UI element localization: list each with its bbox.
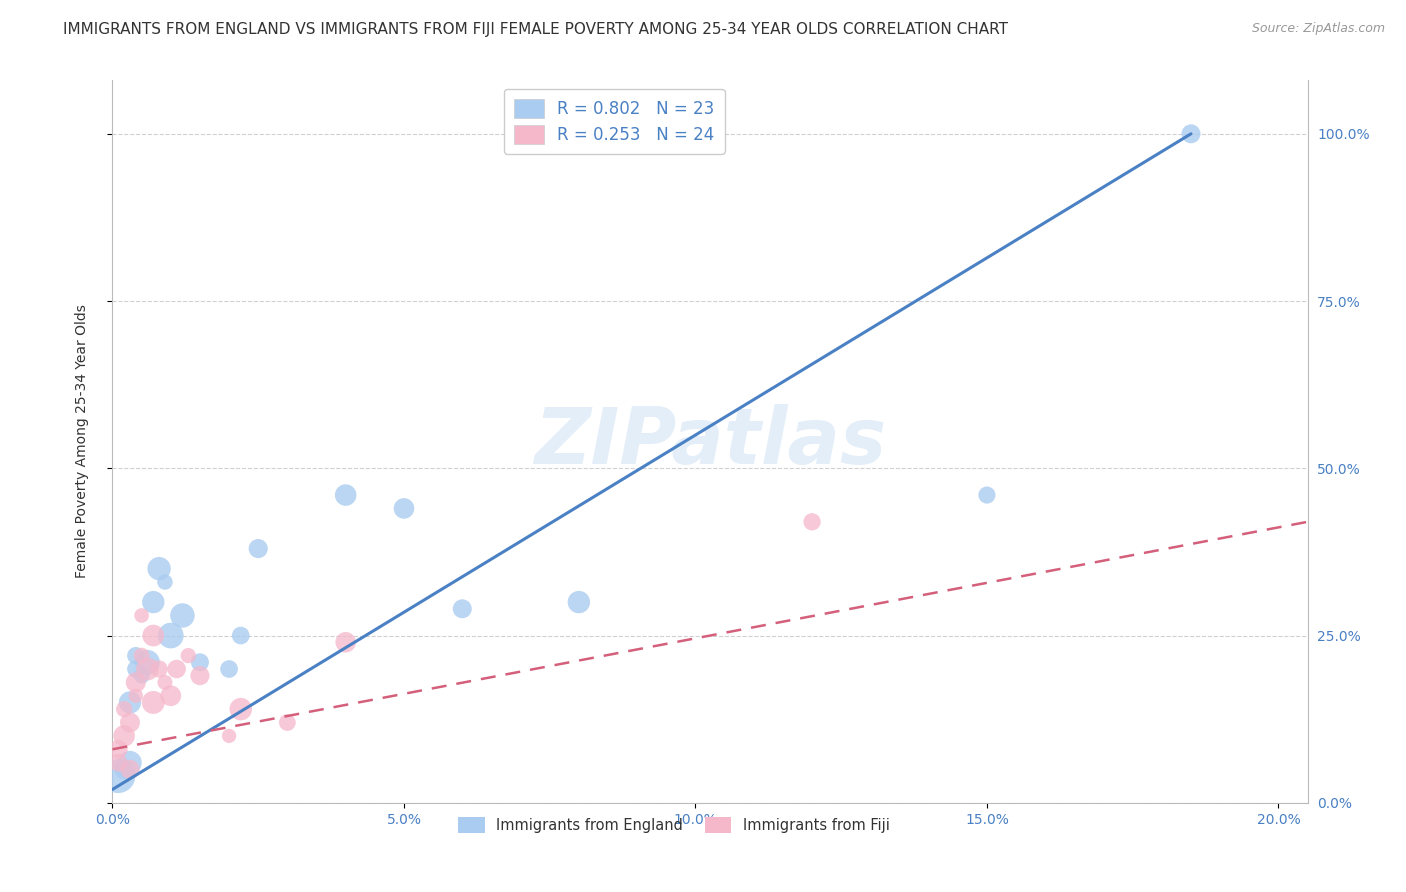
Point [118, 715, 141, 730]
Point [107, 742, 129, 756]
Point [125, 675, 148, 690]
Y-axis label: Female Poverty Among 25-34 Year Olds: Female Poverty Among 25-34 Year Olds [75, 304, 89, 579]
Point [112, 762, 135, 776]
Point [125, 648, 148, 663]
Point [142, 628, 165, 642]
Point [112, 702, 135, 716]
Point [131, 648, 153, 663]
Point [451, 602, 474, 616]
Point [247, 541, 270, 556]
Point [107, 769, 129, 783]
Point [218, 662, 240, 676]
Point [125, 689, 148, 703]
Point [392, 501, 415, 516]
Point [112, 729, 135, 743]
Point [136, 662, 159, 676]
Point [229, 628, 252, 642]
Point [335, 635, 357, 649]
Point [976, 488, 998, 502]
Point [148, 662, 170, 676]
Text: ZIPatlas: ZIPatlas [534, 403, 886, 480]
Point [118, 696, 141, 710]
Point [801, 515, 824, 529]
Point [136, 655, 159, 669]
Point [107, 756, 129, 770]
Point [568, 595, 591, 609]
Point [131, 608, 153, 623]
Text: Source: ZipAtlas.com: Source: ZipAtlas.com [1251, 22, 1385, 36]
Point [218, 729, 240, 743]
Legend: Immigrants from England, Immigrants from Fiji: Immigrants from England, Immigrants from… [453, 812, 896, 838]
Point [153, 575, 176, 590]
Text: IMMIGRANTS FROM ENGLAND VS IMMIGRANTS FROM FIJI FEMALE POVERTY AMONG 25-34 YEAR : IMMIGRANTS FROM ENGLAND VS IMMIGRANTS FR… [63, 22, 1008, 37]
Point [335, 488, 357, 502]
Point [1180, 127, 1202, 141]
Point [142, 595, 165, 609]
Point [118, 762, 141, 776]
Point [229, 702, 252, 716]
Point [177, 648, 200, 663]
Point [159, 628, 181, 642]
Point [125, 662, 148, 676]
Point [276, 715, 298, 730]
Point [131, 669, 153, 683]
Point [188, 655, 211, 669]
Point [142, 696, 165, 710]
Point [153, 675, 176, 690]
Point [118, 756, 141, 770]
Point [172, 608, 194, 623]
Point [148, 562, 170, 576]
Point [166, 662, 188, 676]
Point [159, 689, 181, 703]
Point [188, 669, 211, 683]
